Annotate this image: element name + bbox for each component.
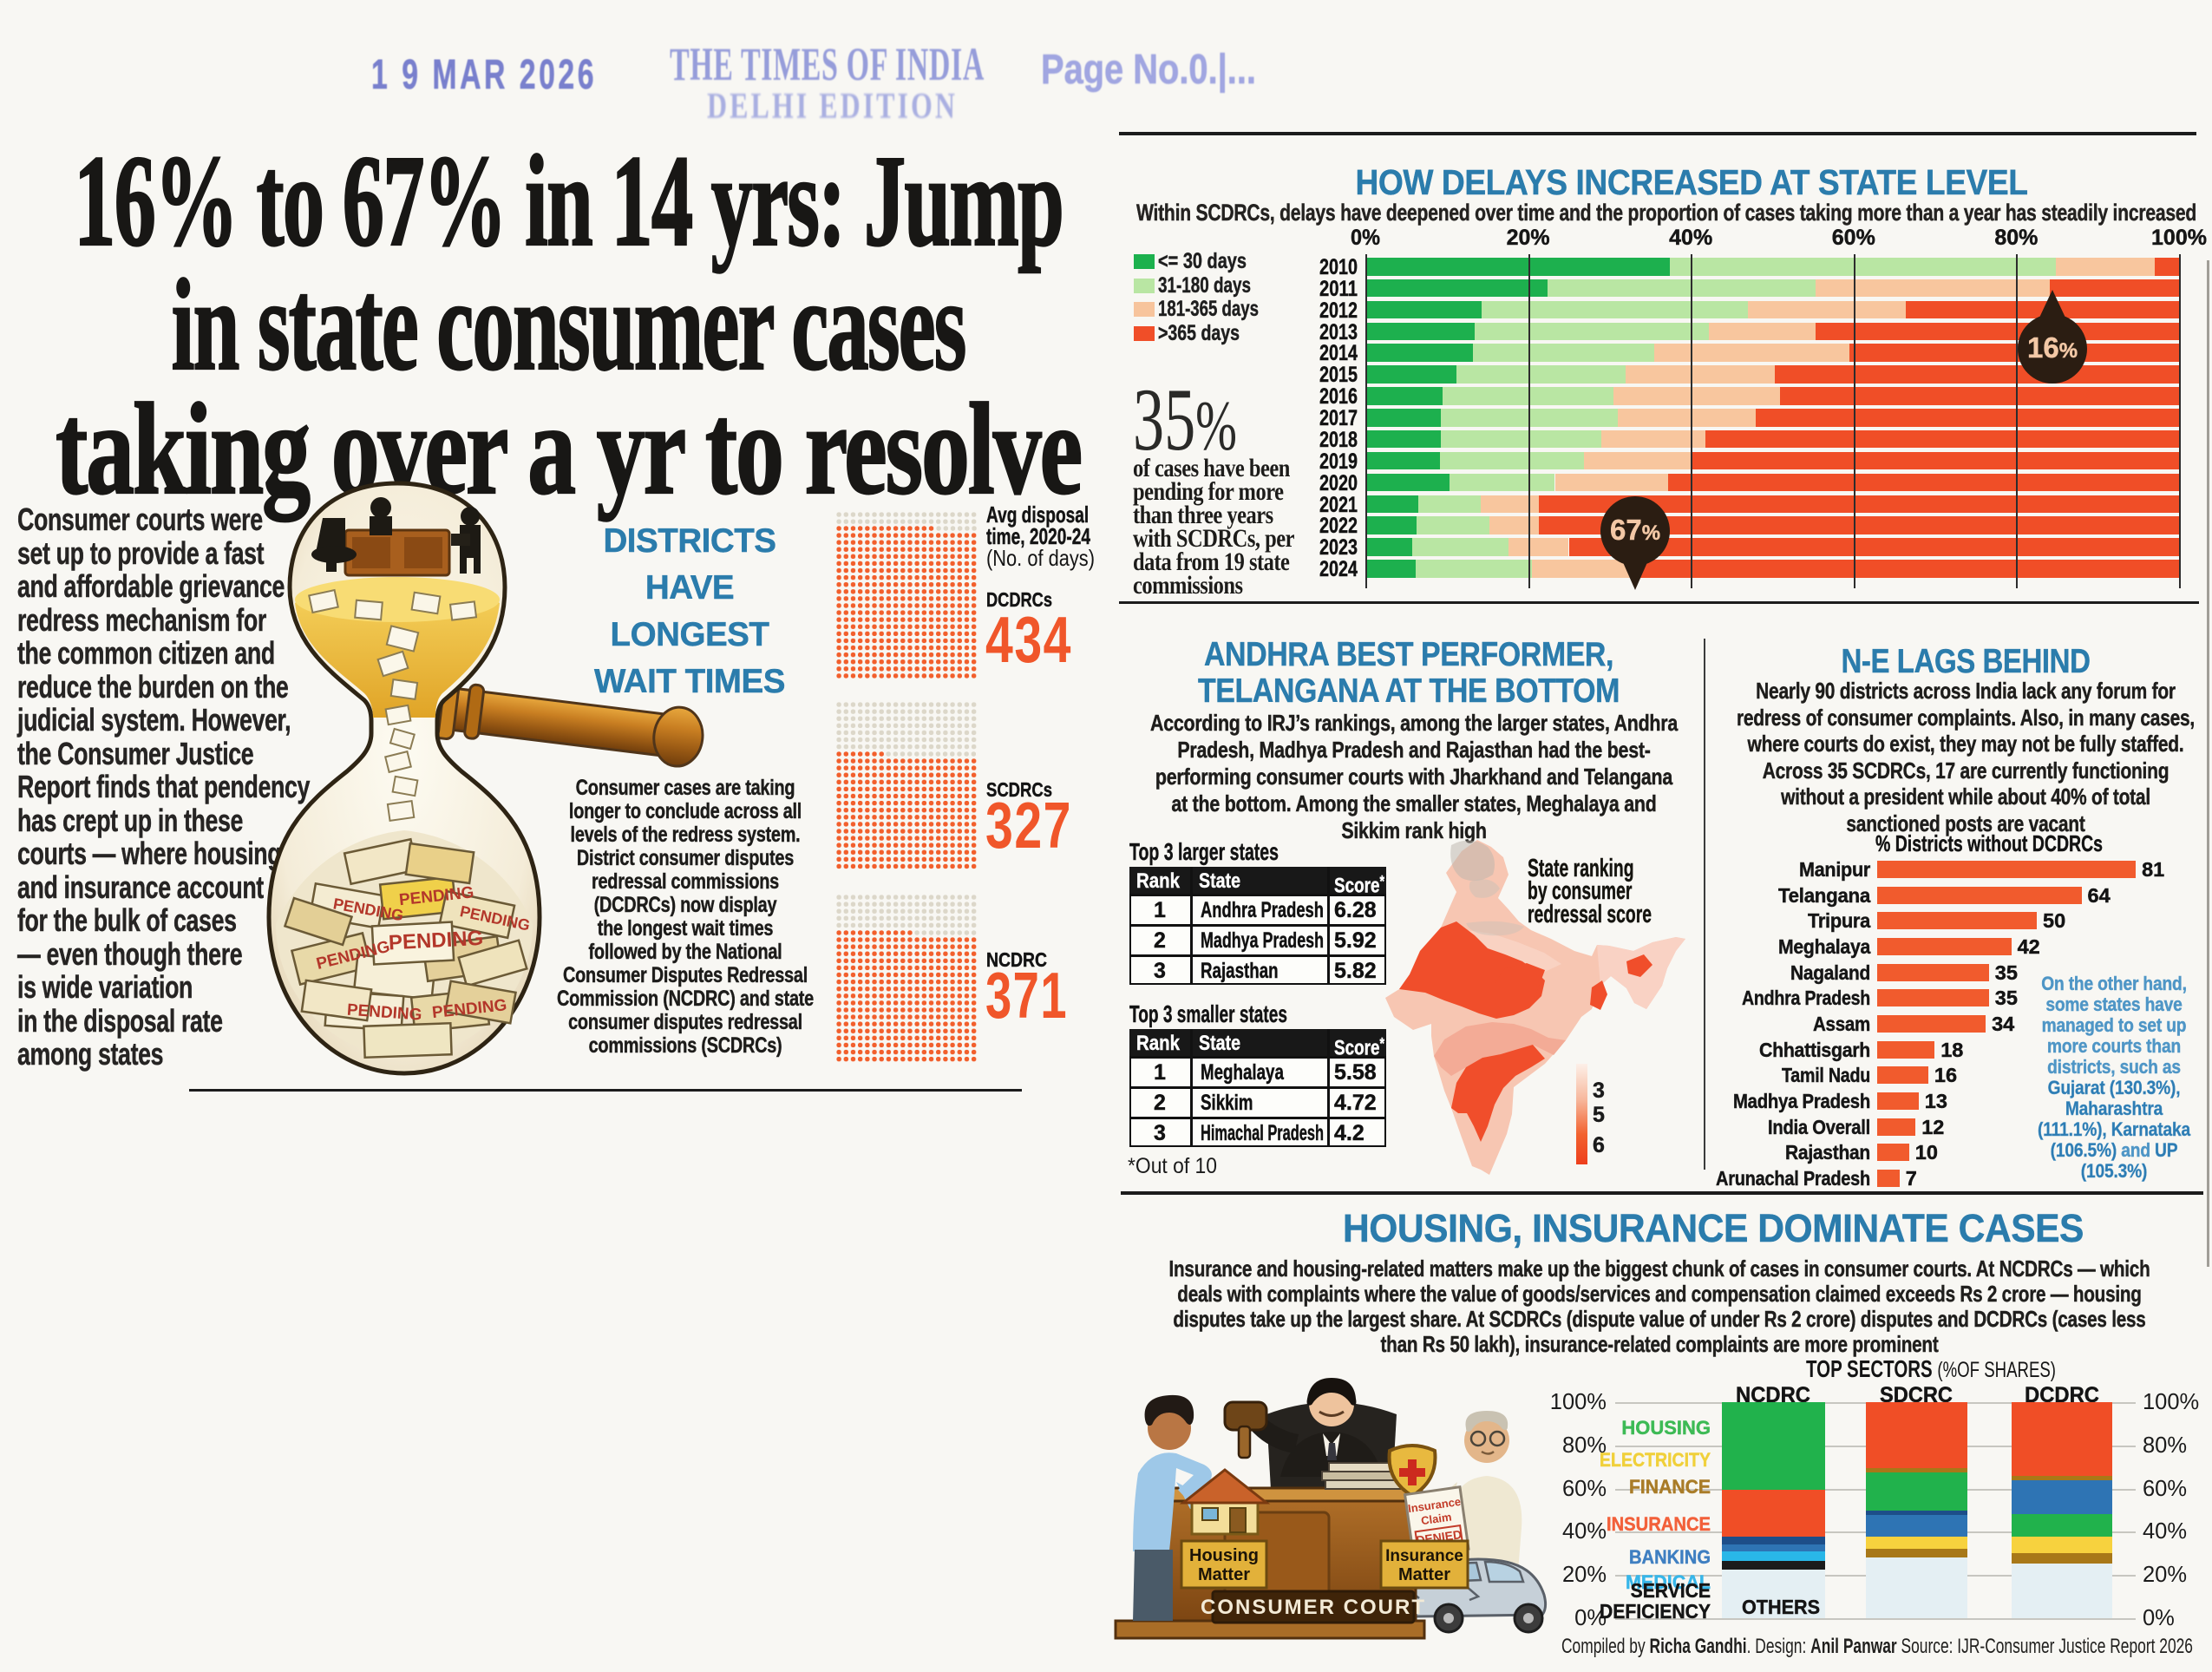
svg-text:PENDING: PENDING [388,927,484,955]
svg-text:Insurance: Insurance [1385,1547,1463,1565]
svg-text:Matter: Matter [1398,1565,1450,1584]
svg-text:Matter: Matter [1198,1565,1250,1584]
svg-text:CONSUMER COURT: CONSUMER COURT [1201,1596,1426,1619]
svg-text:Housing: Housing [1189,1546,1259,1565]
svg-text:Claim: Claim [1420,1510,1452,1527]
